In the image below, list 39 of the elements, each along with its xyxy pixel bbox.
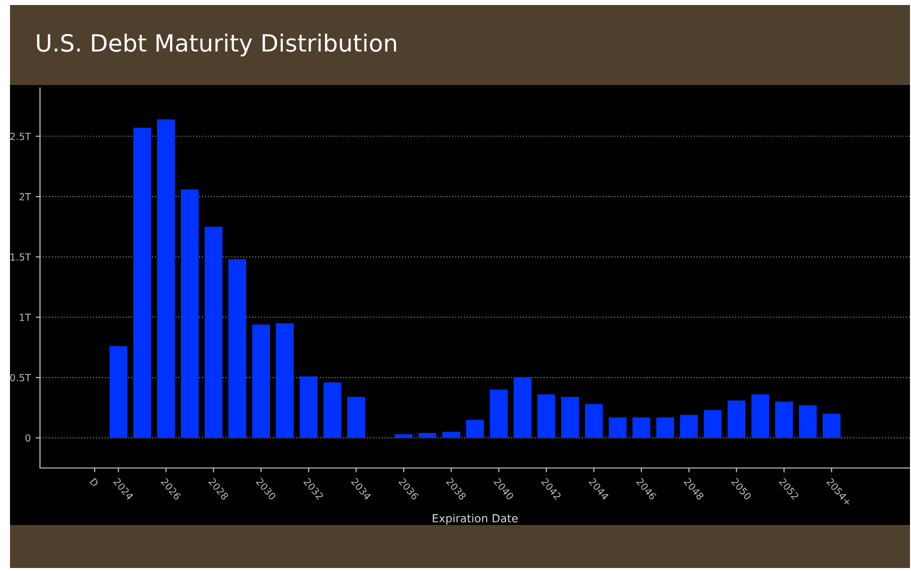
bar	[300, 376, 318, 438]
bar	[466, 420, 484, 438]
x-axis-title: Expiration Date	[432, 514, 518, 525]
bar	[704, 410, 722, 438]
bar	[442, 432, 460, 438]
bar	[490, 390, 508, 438]
bar	[608, 417, 627, 438]
chart-title: U.S. Debt Maturity Distribution	[37, 34, 396, 56]
bar	[728, 400, 746, 438]
bar	[276, 323, 294, 438]
bar	[537, 394, 556, 438]
bar	[180, 189, 199, 438]
bar	[204, 226, 222, 438]
bar	[680, 414, 698, 438]
bar	[252, 324, 270, 438]
bar	[632, 417, 650, 438]
bar	[656, 417, 674, 438]
y-tick-label: 1T	[20, 314, 31, 321]
y-tick-label: 0	[25, 434, 30, 442]
x-tick-label: D	[90, 478, 99, 488]
y-tick-label: 1.5T	[10, 253, 31, 261]
bar	[133, 128, 152, 438]
y-tick-label: 2.5T	[10, 132, 31, 140]
bar	[394, 434, 413, 438]
bar	[110, 346, 128, 438]
bar	[418, 433, 436, 438]
bar	[775, 402, 793, 438]
bar	[514, 378, 532, 438]
bar	[561, 396, 579, 438]
y-tick-label: 2T	[20, 193, 31, 200]
bar	[347, 396, 366, 438]
bar	[228, 259, 246, 438]
bar	[822, 414, 840, 438]
bar	[584, 404, 603, 438]
bar	[798, 405, 817, 438]
y-tick-label: 0.5T	[10, 374, 31, 382]
bar	[751, 394, 770, 438]
bar	[323, 382, 342, 438]
bar	[157, 119, 175, 438]
